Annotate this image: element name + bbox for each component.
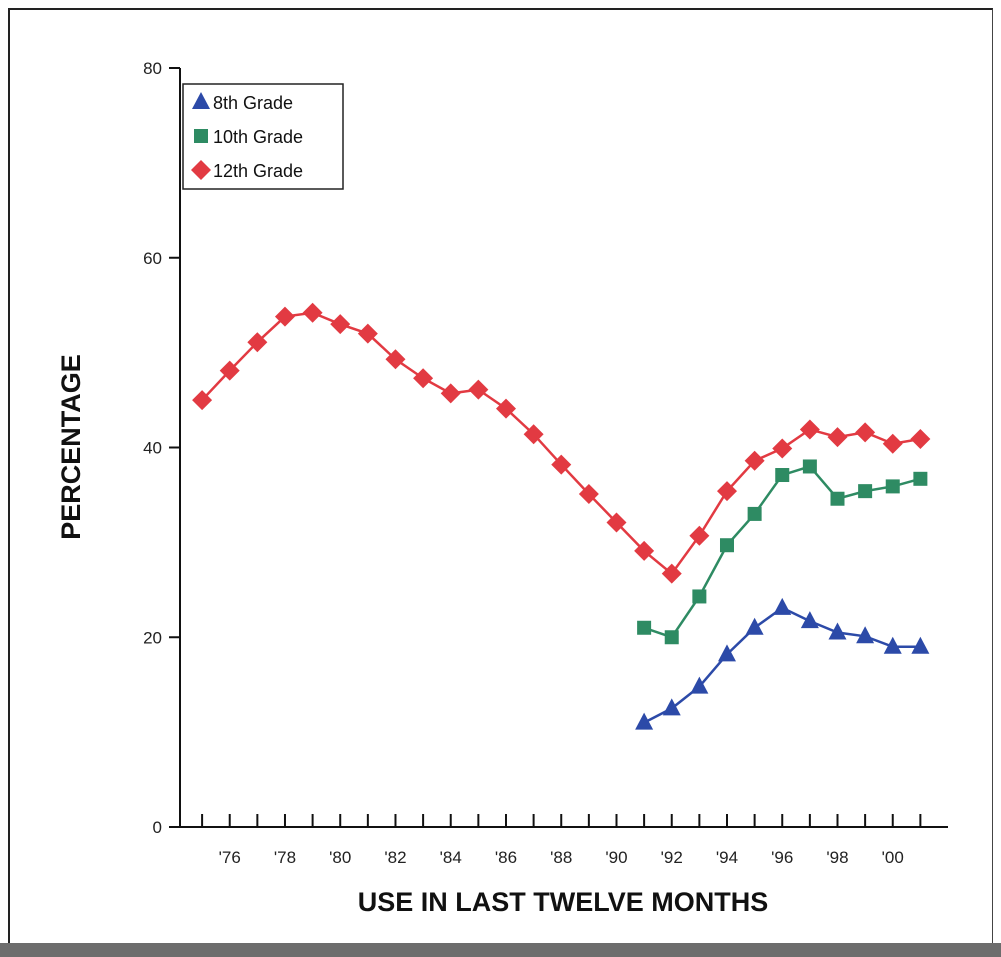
data-point-12th-grade	[910, 428, 931, 449]
data-point-12th-grade	[606, 512, 627, 533]
data-point-12th-grade	[772, 438, 793, 459]
data-point-12th-grade	[219, 360, 240, 381]
x-tick-label: '82	[384, 848, 406, 867]
data-point-8th-grade	[745, 617, 764, 635]
data-point-12th-grade	[413, 368, 434, 389]
axes: 0 20 40 60 80 '76 '78 '80 '82 '84 '86 '88 '90 '92 '94 '…	[143, 59, 948, 867]
y-tick-label: 80	[143, 59, 162, 78]
data-point-8th-grade	[662, 698, 681, 716]
data-point-8th-grade	[773, 597, 792, 615]
data-point-10th-grade	[802, 459, 817, 474]
data-point-12th-grade	[855, 422, 876, 443]
data-point-12th-grade	[247, 332, 268, 353]
y-tick-label: 0	[153, 818, 162, 837]
x-tick-label: '76	[219, 848, 241, 867]
data-point-12th-grade	[523, 424, 544, 445]
legend-label-12th-grade: 12th Grade	[213, 161, 303, 181]
bottom-border-bar	[0, 943, 1001, 957]
data-point-12th-grade	[689, 525, 710, 546]
data-point-12th-grade	[274, 306, 295, 327]
x-tick-label: '94	[716, 848, 738, 867]
data-point-12th-grade	[302, 302, 323, 323]
y-tick-label: 60	[143, 249, 162, 268]
data-point-12th-grade	[551, 454, 572, 475]
legend-label-10th-grade: 10th Grade	[213, 127, 303, 147]
data-point-8th-grade	[717, 644, 736, 662]
data-point-12th-grade	[440, 383, 461, 404]
legend-marker-8th-grade	[192, 92, 210, 109]
data-point-12th-grade	[330, 314, 351, 335]
series-line-12th-grade	[201, 311, 921, 576]
data-point-10th-grade	[858, 484, 873, 499]
data-point-12th-grade	[827, 427, 848, 448]
x-tick-label: '88	[550, 848, 572, 867]
legend-label-8th-grade: 8th Grade	[213, 93, 293, 113]
data-point-10th-grade	[664, 630, 679, 645]
data-point-12th-grade	[468, 379, 489, 400]
series-layer	[192, 302, 931, 730]
data-point-8th-grade	[635, 712, 654, 730]
legend-marker-12th-grade	[191, 160, 211, 180]
data-point-12th-grade	[192, 390, 213, 411]
data-point-12th-grade	[495, 398, 516, 419]
data-point-8th-grade	[883, 636, 902, 654]
data-point-12th-grade	[634, 540, 655, 561]
x-tick-label: '90	[605, 848, 627, 867]
data-point-12th-grade	[716, 481, 737, 502]
data-point-10th-grade	[885, 479, 900, 494]
x-tick-label: '78	[274, 848, 296, 867]
data-point-12th-grade	[799, 419, 820, 440]
x-tick-label: '96	[771, 848, 793, 867]
y-tick-label: 40	[143, 439, 162, 458]
chart-frame	[8, 8, 993, 943]
data-point-10th-grade	[775, 468, 790, 483]
data-point-10th-grade	[747, 506, 762, 521]
data-point-10th-grade	[692, 589, 707, 604]
y-tick-label: 20	[143, 628, 162, 647]
data-point-12th-grade	[357, 323, 378, 344]
x-tick-label: '80	[329, 848, 351, 867]
y-axis-title: PERCENTAGE	[56, 354, 86, 540]
data-point-10th-grade	[830, 491, 845, 506]
data-point-10th-grade	[913, 471, 928, 486]
legend: 8th Grade 10th Grade 12th Grade	[182, 83, 344, 190]
x-tick-label: '00	[882, 848, 904, 867]
data-point-10th-grade	[719, 538, 734, 553]
x-axis-title: USE IN LAST TWELVE MONTHS	[358, 887, 769, 917]
data-point-12th-grade	[882, 433, 903, 454]
data-point-10th-grade	[637, 620, 652, 635]
data-point-12th-grade	[385, 349, 406, 370]
series-line-8th-grade	[643, 606, 921, 724]
x-tick-label: '92	[661, 848, 683, 867]
data-point-12th-grade	[661, 563, 682, 584]
x-tick-label: '84	[440, 848, 462, 867]
data-point-8th-grade	[800, 611, 819, 629]
data-point-8th-grade	[690, 676, 709, 694]
data-point-8th-grade	[911, 636, 930, 654]
x-tick-label: '86	[495, 848, 517, 867]
data-point-8th-grade	[856, 626, 875, 644]
data-point-12th-grade	[744, 450, 765, 471]
data-point-8th-grade	[828, 622, 847, 640]
legend-box	[182, 83, 344, 190]
legend-marker-10th-grade	[194, 129, 208, 143]
data-point-12th-grade	[578, 483, 599, 504]
x-tick-label: '98	[826, 848, 848, 867]
